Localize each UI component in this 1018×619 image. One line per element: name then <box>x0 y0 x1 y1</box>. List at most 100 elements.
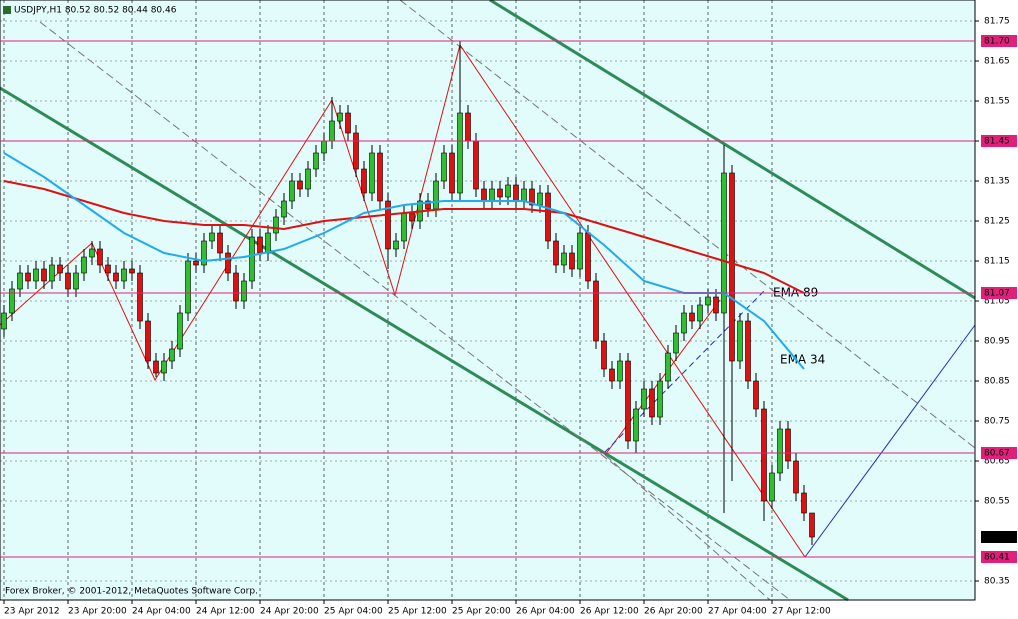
x-tick-label: 25 Apr 20:00 <box>452 607 511 617</box>
candle-body <box>337 112 343 122</box>
price-level-box <box>981 35 1017 47</box>
candle-body <box>49 264 55 282</box>
candle-body <box>689 312 695 322</box>
candle-body <box>753 380 759 410</box>
last-price-box <box>981 531 1017 543</box>
price-level-label: 80.41 <box>984 553 1010 563</box>
price-level-box <box>981 551 1017 563</box>
price-level-label: 81.45 <box>984 137 1010 147</box>
candle-body <box>609 368 615 382</box>
candle-body <box>265 232 271 254</box>
candle-body <box>345 112 351 134</box>
candle-body <box>145 320 151 362</box>
trend-channel <box>489 0 976 300</box>
price-level-label: 81.07 <box>984 289 1010 299</box>
candle-body <box>209 232 215 242</box>
plot-border <box>0 0 976 601</box>
candle-body <box>561 252 567 266</box>
candle-body <box>89 248 95 258</box>
candle-body <box>257 236 263 254</box>
y-tick-label: 80.65 <box>984 457 1010 467</box>
trend-channel <box>0 86 849 602</box>
candle-body <box>769 472 775 502</box>
price-level-label: 81.70 <box>984 37 1010 47</box>
candle-body <box>553 240 559 266</box>
candle-body <box>809 512 815 538</box>
series-label: EMA 34 <box>780 353 825 367</box>
candle-body <box>537 192 543 206</box>
candle-body <box>705 296 711 306</box>
candle-body <box>649 388 655 418</box>
title-icon <box>3 6 11 14</box>
candle-body <box>449 152 455 194</box>
y-tick-label: 80.85 <box>984 377 1010 387</box>
ema-line <box>3 180 805 294</box>
y-tick-label: 81.25 <box>984 217 1010 227</box>
trend-dashed <box>399 0 976 449</box>
y-tick-label: 81.55 <box>984 97 1010 107</box>
candle-body <box>681 312 687 334</box>
candle-body <box>313 152 319 170</box>
candle-body <box>169 348 175 362</box>
candle-body <box>505 184 511 198</box>
price-level-label: 80.67 <box>984 449 1010 459</box>
candle-body <box>273 216 279 234</box>
x-tick-label: 24 Apr 20:00 <box>260 607 319 617</box>
candle-body <box>673 332 679 354</box>
x-tick-label: 26 Apr 04:00 <box>516 607 575 617</box>
candle-body <box>593 280 599 342</box>
candle-body <box>529 188 535 206</box>
candle-body <box>121 268 127 282</box>
candle-body <box>57 264 63 274</box>
candle-body <box>761 408 767 502</box>
candle-body <box>545 192 551 242</box>
candle-body <box>41 268 47 282</box>
y-tick-label: 81.65 <box>984 57 1010 67</box>
candle-body <box>193 260 199 266</box>
candle-body <box>729 172 735 362</box>
x-tick-label: 24 Apr 04:00 <box>132 607 191 617</box>
candle-body <box>441 152 447 182</box>
grid <box>0 0 975 600</box>
candle-body <box>633 408 639 442</box>
candle-body <box>105 264 111 274</box>
candle-body <box>601 340 607 370</box>
candle-body <box>113 272 119 282</box>
y-tick-label: 80.95 <box>984 337 1010 347</box>
candle-body <box>425 200 431 210</box>
x-tick-label: 26 Apr 20:00 <box>644 607 703 617</box>
candle-body <box>17 272 23 290</box>
candle-body <box>97 248 103 266</box>
candle-body <box>249 236 255 282</box>
candle-body <box>409 212 415 222</box>
x-tick-label: 25 Apr 12:00 <box>388 607 447 617</box>
candle-body <box>241 280 247 302</box>
candle-body <box>177 312 183 350</box>
trend-line <box>804 324 976 558</box>
candle-body <box>793 460 799 494</box>
candle-body <box>225 252 231 274</box>
candle-body <box>1 312 7 330</box>
candle-body <box>721 172 727 314</box>
candle-body <box>289 180 295 202</box>
x-tick-label: 26 Apr 12:00 <box>580 607 639 617</box>
chart-title: USDJPY,H1 80.52 80.52 80.44 80.46 <box>14 6 177 16</box>
price-level-box <box>981 135 1017 147</box>
candle-body <box>329 120 335 142</box>
candle-body <box>473 140 479 190</box>
candle-body <box>497 188 503 198</box>
candle-body <box>577 232 583 270</box>
candle-body <box>297 180 303 190</box>
candle-body <box>25 272 31 282</box>
y-tick-label: 81.05 <box>984 297 1010 307</box>
trend-line <box>604 289 766 453</box>
candle-body <box>585 232 591 282</box>
candle-body <box>641 388 647 410</box>
candle-body <box>777 428 783 474</box>
candle-body <box>369 152 375 194</box>
candle-body <box>713 296 719 314</box>
candle-body <box>745 320 751 382</box>
last-price-label: 80.46 <box>984 533 1010 543</box>
candle-body <box>385 200 391 250</box>
candle-body <box>73 272 79 290</box>
